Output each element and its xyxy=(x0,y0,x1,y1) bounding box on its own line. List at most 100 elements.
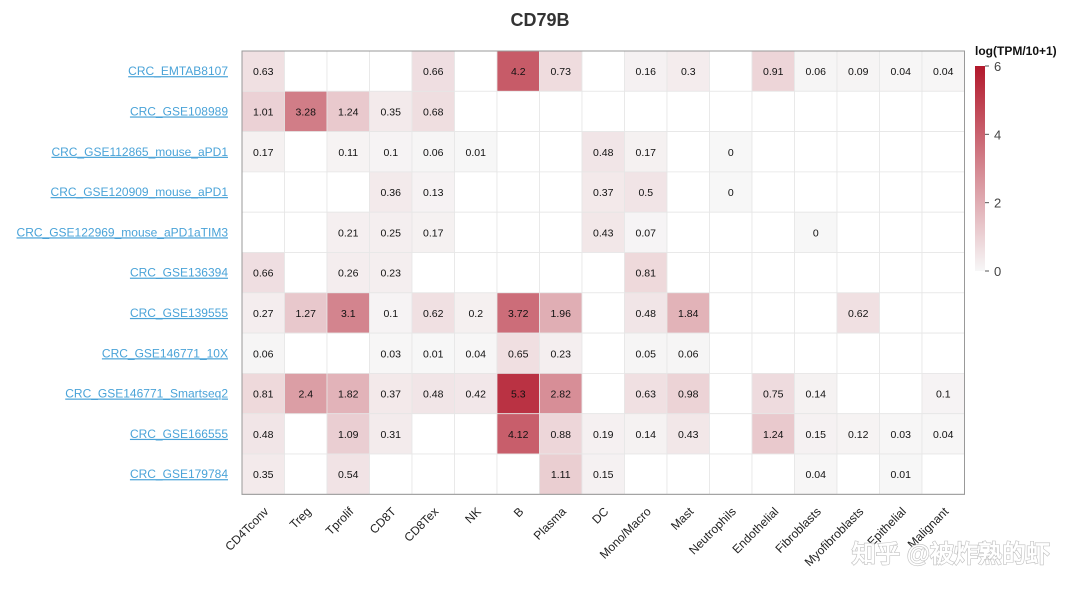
column-label: CD4Tconv xyxy=(222,505,271,554)
heatmap-border xyxy=(241,50,965,495)
heatmap-cell xyxy=(539,453,583,495)
cell-value-label: 0.48 xyxy=(253,429,274,441)
heatmap-cell xyxy=(581,372,625,415)
heatmap-cell xyxy=(879,372,923,415)
cell-value-label: 0.62 xyxy=(848,308,869,320)
cell-value-label: 0.17 xyxy=(636,147,657,159)
cell-value-label: 0.35 xyxy=(381,106,402,118)
heatmap-cell xyxy=(581,171,625,213)
column-label: DC xyxy=(589,504,611,526)
cell-value-label: 5.3 xyxy=(511,389,526,401)
heatmap-cell xyxy=(411,413,455,455)
heatmap-cell xyxy=(709,332,753,374)
color-legend: log(TPM/10+1) 6 4 2 0 xyxy=(975,44,1057,279)
row-label-link[interactable]: CRC_GSE146771_10X xyxy=(102,346,228,360)
cell-value-label: 0.09 xyxy=(848,66,869,78)
cell-value-label: 0.11 xyxy=(338,147,358,159)
heatmap-cell xyxy=(284,413,328,455)
heatmap-cell xyxy=(539,211,583,253)
heatmap-cell xyxy=(581,413,625,455)
heatmap-cell xyxy=(666,252,710,294)
row-label-link[interactable]: CRC_GSE136394 xyxy=(130,266,228,280)
heatmap-cell xyxy=(624,453,668,495)
cell-value-label: 4.2 xyxy=(511,66,526,78)
cell-value-label: 0.05 xyxy=(636,348,657,360)
cell-value-label: 0.54 xyxy=(338,469,359,481)
heatmap-cell xyxy=(581,453,625,495)
cell-value-label: 0.48 xyxy=(636,308,657,320)
heatmap-cell xyxy=(581,50,625,92)
cell-value-label: 0.66 xyxy=(253,268,274,280)
row-label-link[interactable]: CRC_GSE179784 xyxy=(130,467,228,481)
row-label-link[interactable]: CRC_GSE146771_Smartseq2 xyxy=(65,387,228,401)
cell-value-label: 0.48 xyxy=(593,147,614,159)
heatmap-cell xyxy=(921,372,965,415)
row-label-link[interactable]: CRC_GSE120909_mouse_aPD1 xyxy=(51,185,229,199)
cell-value-label: 0.36 xyxy=(381,187,402,199)
cell-value-label: 0.63 xyxy=(253,66,274,78)
cell-value-label: 0.17 xyxy=(253,147,274,159)
heatmap-cell xyxy=(751,413,795,455)
heatmap-cell xyxy=(326,131,370,173)
heatmap-cell xyxy=(539,171,583,213)
row-label-link[interactable]: CRC_GSE166555 xyxy=(130,427,228,441)
heatmap-cell xyxy=(284,90,328,133)
cell-value-label: 0.27 xyxy=(253,308,274,320)
heatmap-cell xyxy=(326,332,370,374)
heatmap-cell xyxy=(241,50,285,92)
heatmap-cell xyxy=(921,453,965,495)
heatmap-cell xyxy=(411,171,455,213)
row-label-link[interactable]: CRC_EMTAB8107 xyxy=(128,64,228,78)
heatmap-cell xyxy=(624,171,668,213)
heatmap-cell xyxy=(539,413,583,455)
cell-value-label: 0.06 xyxy=(678,348,699,360)
cell-value-label: 0.14 xyxy=(636,429,657,441)
heatmap-cell xyxy=(411,292,455,334)
heatmap-cell xyxy=(794,252,838,294)
cell-value-label: 1.11 xyxy=(551,469,571,481)
heatmap-cell xyxy=(879,131,923,173)
legend-tick-label: 6 xyxy=(994,59,1001,74)
heatmap-cell xyxy=(284,171,328,213)
heatmap-cell xyxy=(284,332,328,374)
cell-value-label: 0.01 xyxy=(423,348,444,360)
heatmap-cell xyxy=(751,292,795,334)
row-label-link[interactable]: CRC_GSE122969_mouse_aPD1aTIM3 xyxy=(17,225,229,239)
heatmap-cell xyxy=(836,372,880,415)
column-label: NK xyxy=(462,505,484,527)
heatmap-cell xyxy=(241,413,285,455)
heatmap-cell xyxy=(326,453,370,495)
heatmap-cell xyxy=(836,453,880,495)
heatmap-cell xyxy=(709,211,753,253)
row-label-link[interactable]: CRC_GSE139555 xyxy=(130,306,228,320)
heatmap-cell xyxy=(624,90,668,133)
heatmap-cell xyxy=(454,171,498,213)
heatmap-cell xyxy=(751,171,795,213)
heatmap-cell xyxy=(496,372,540,415)
cell-value-label: 0 xyxy=(728,187,734,199)
legend-title: log(TPM/10+1) xyxy=(975,44,1057,58)
heatmap-cell xyxy=(411,131,455,173)
cell-value-label: 1.09 xyxy=(338,429,359,441)
cell-value-label: 0.48 xyxy=(423,389,444,401)
heatmap-cell xyxy=(666,453,710,495)
cell-value-label: 3.1 xyxy=(341,308,356,320)
heatmap-cell xyxy=(624,372,668,415)
cell-value-label: 0.14 xyxy=(806,389,827,401)
heatmap-cell xyxy=(454,413,498,455)
cell-value-label: 0.42 xyxy=(466,389,487,401)
cell-value-label: 1.24 xyxy=(338,106,359,118)
cell-value-label: 0.43 xyxy=(678,429,699,441)
heatmap-cell xyxy=(666,211,710,253)
heatmap-cell xyxy=(284,252,328,294)
heatmap-cell xyxy=(624,50,668,92)
heatmap-cell xyxy=(879,252,923,294)
heatmap-cell xyxy=(836,131,880,173)
row-label-link[interactable]: CRC_GSE108989 xyxy=(130,104,228,118)
row-label-link[interactable]: CRC_GSE112865_mouse_aPD1 xyxy=(51,145,228,159)
heatmap-cell xyxy=(879,292,923,334)
heatmap-cell xyxy=(794,292,838,334)
heatmap-cell xyxy=(411,453,455,495)
cell-value-label: 0.01 xyxy=(466,147,487,159)
